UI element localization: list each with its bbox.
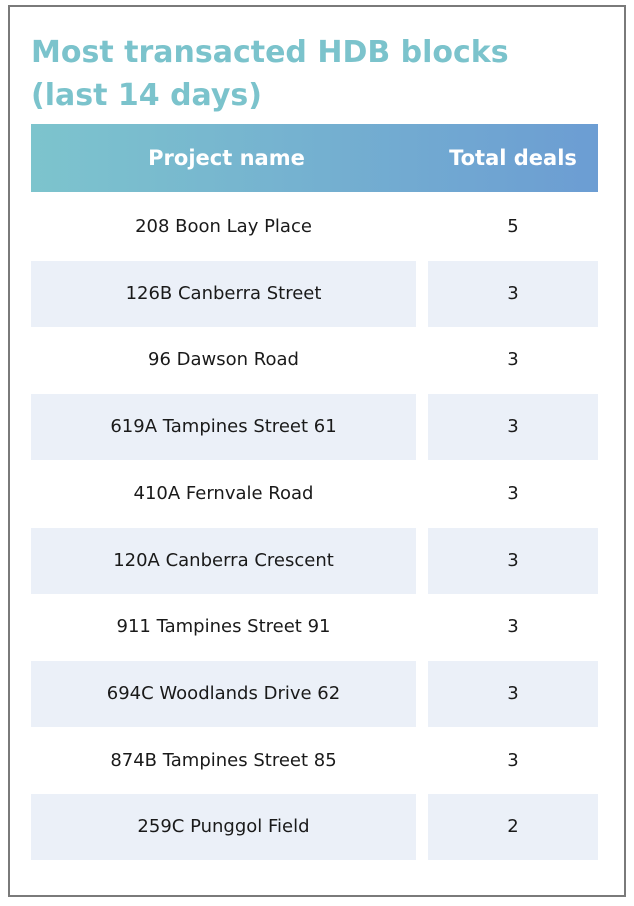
project-name: 410A Fernvale Road (133, 482, 314, 504)
total-deals: 3 (507, 749, 519, 771)
project-name: 694C Woodlands Drive 62 (31, 660, 416, 727)
project-name: 126B Canberra Street (31, 260, 416, 327)
project-name: 208 Boon Lay Place (135, 216, 312, 237)
table-header: Project name Total deals (31, 124, 598, 192)
header-cell: Total deals (449, 146, 577, 170)
project-name: 911 Tampines Street 91 (116, 616, 331, 638)
total-deals: 3 (428, 660, 598, 727)
title: Most transacted HDB blocks (last 14 days… (31, 35, 509, 113)
total-deals: 5 (507, 216, 519, 237)
project-name: 874B Tampines Street 85 (110, 749, 337, 771)
total-deals: 2 (428, 794, 598, 861)
project-name: 619A Tampines Street 61 (31, 394, 416, 461)
project-name: 259C Punggol Field (31, 794, 416, 861)
header-cell: Project name (148, 146, 305, 170)
project-name: 96 Dawson Road (148, 349, 299, 371)
total-deals: 3 (428, 527, 598, 594)
total-deals: 3 (507, 482, 519, 504)
card: Most transacted HDB blocks (last 14 days… (8, 5, 626, 897)
total-deals: 3 (507, 349, 519, 371)
total-deals: 3 (507, 616, 519, 638)
project-name: 120A Canberra Crescent (31, 527, 416, 594)
total-deals: 3 (428, 260, 598, 327)
total-deals: 3 (428, 394, 598, 461)
